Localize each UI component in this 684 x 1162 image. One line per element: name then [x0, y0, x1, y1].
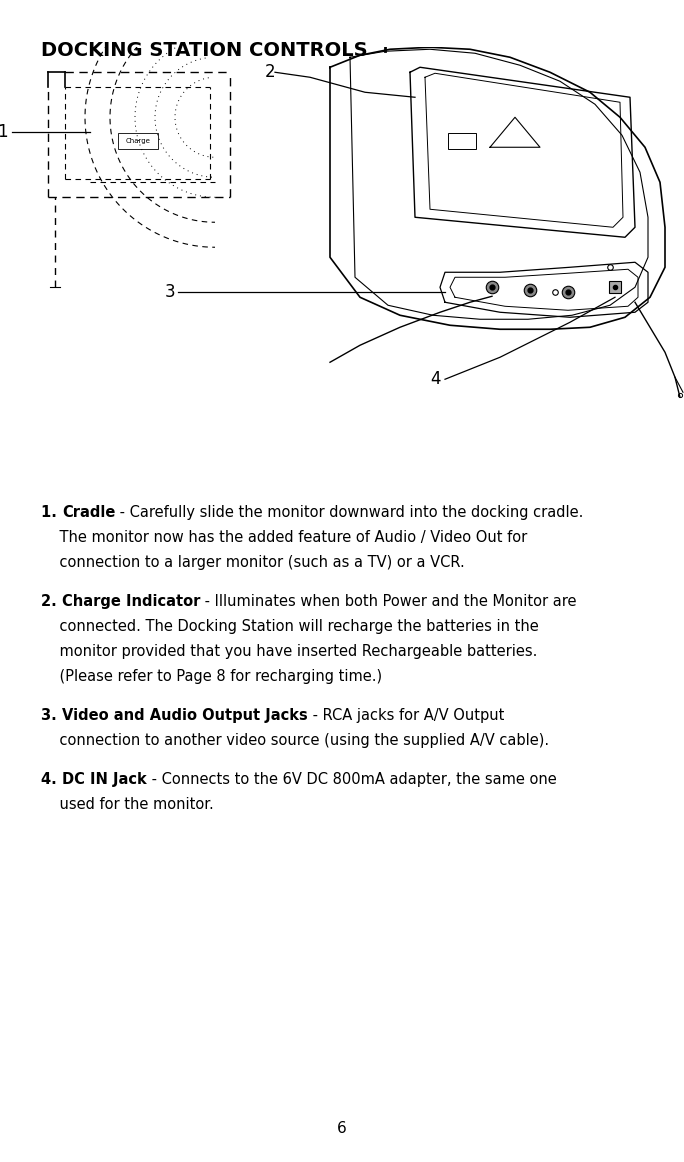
Text: The monitor now has the added feature of Audio / Video Out for: The monitor now has the added feature of… — [41, 530, 527, 545]
Bar — [118, 134, 158, 149]
Text: Charge Indicator: Charge Indicator — [62, 594, 200, 609]
Text: 6: 6 — [337, 1121, 347, 1136]
Text: 4.: 4. — [41, 773, 62, 787]
Text: - RCA jacks for A/V Output: - RCA jacks for A/V Output — [308, 709, 504, 723]
Text: connection to a larger monitor (such as a TV) or a VCR.: connection to a larger monitor (such as … — [41, 555, 465, 571]
Text: 1: 1 — [0, 123, 8, 142]
Text: used for the monitor.: used for the monitor. — [41, 797, 214, 812]
Text: 1.: 1. — [41, 505, 62, 521]
Text: connection to another video source (using the supplied A/V cable).: connection to another video source (usin… — [41, 733, 549, 748]
Text: DC IN Jack: DC IN Jack — [62, 773, 146, 787]
Bar — [448, 134, 476, 149]
Text: - Illuminates when both Power and the Monitor are: - Illuminates when both Power and the Mo… — [200, 594, 577, 609]
Text: - Carefully slide the monitor downward into the docking cradle.: - Carefully slide the monitor downward i… — [116, 505, 583, 521]
Text: connected. The Docking Station will recharge the batteries in the: connected. The Docking Station will rech… — [41, 619, 539, 634]
Text: (Please refer to Page 8 for recharging time.): (Please refer to Page 8 for recharging t… — [41, 669, 382, 684]
Text: 3: 3 — [165, 284, 176, 301]
Text: 3.: 3. — [41, 709, 62, 723]
Ellipse shape — [378, 22, 392, 28]
Text: Cradle: Cradle — [62, 505, 116, 521]
Text: monitor provided that you have inserted Rechargeable batteries.: monitor provided that you have inserted … — [41, 644, 538, 659]
Text: - Connects to the 6V DC 800mA adapter, the same one: - Connects to the 6V DC 800mA adapter, t… — [146, 773, 556, 787]
Text: 2.: 2. — [41, 594, 62, 609]
Text: 4: 4 — [430, 371, 440, 388]
Text: 2: 2 — [265, 63, 276, 81]
Text: DOCKING STATION CONTROLS: DOCKING STATION CONTROLS — [41, 41, 368, 59]
Text: Charge: Charge — [126, 138, 150, 144]
Text: Video and Audio Output Jacks: Video and Audio Output Jacks — [62, 709, 308, 723]
